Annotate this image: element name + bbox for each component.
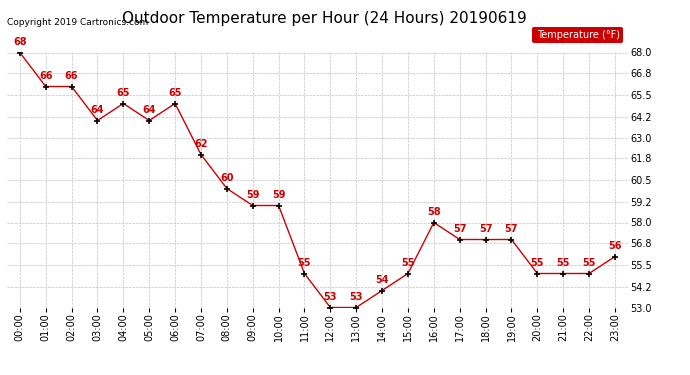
Text: 53: 53: [324, 292, 337, 302]
Text: 59: 59: [246, 190, 259, 200]
Text: 55: 55: [531, 258, 544, 268]
Text: 64: 64: [90, 105, 104, 115]
Text: 57: 57: [453, 224, 466, 234]
Text: 57: 57: [479, 224, 493, 234]
Text: 62: 62: [194, 139, 208, 149]
Text: 66: 66: [65, 71, 79, 81]
Text: Outdoor Temperature per Hour (24 Hours) 20190619: Outdoor Temperature per Hour (24 Hours) …: [122, 11, 526, 26]
Text: 55: 55: [297, 258, 311, 268]
Text: 59: 59: [272, 190, 286, 200]
Text: 65: 65: [168, 88, 182, 98]
Text: 54: 54: [375, 275, 389, 285]
Text: 66: 66: [39, 71, 52, 81]
Text: 60: 60: [220, 173, 234, 183]
Text: 57: 57: [504, 224, 518, 234]
Text: 64: 64: [142, 105, 156, 115]
Text: 56: 56: [608, 241, 622, 251]
Text: Copyright 2019 Cartronics.com: Copyright 2019 Cartronics.com: [7, 18, 148, 27]
Legend: Temperature (°F): Temperature (°F): [532, 27, 623, 43]
Text: 55: 55: [401, 258, 415, 268]
Text: 58: 58: [427, 207, 441, 217]
Text: 68: 68: [13, 37, 27, 47]
Text: 55: 55: [582, 258, 596, 268]
Text: 53: 53: [349, 292, 363, 302]
Text: 55: 55: [556, 258, 570, 268]
Text: 65: 65: [117, 88, 130, 98]
